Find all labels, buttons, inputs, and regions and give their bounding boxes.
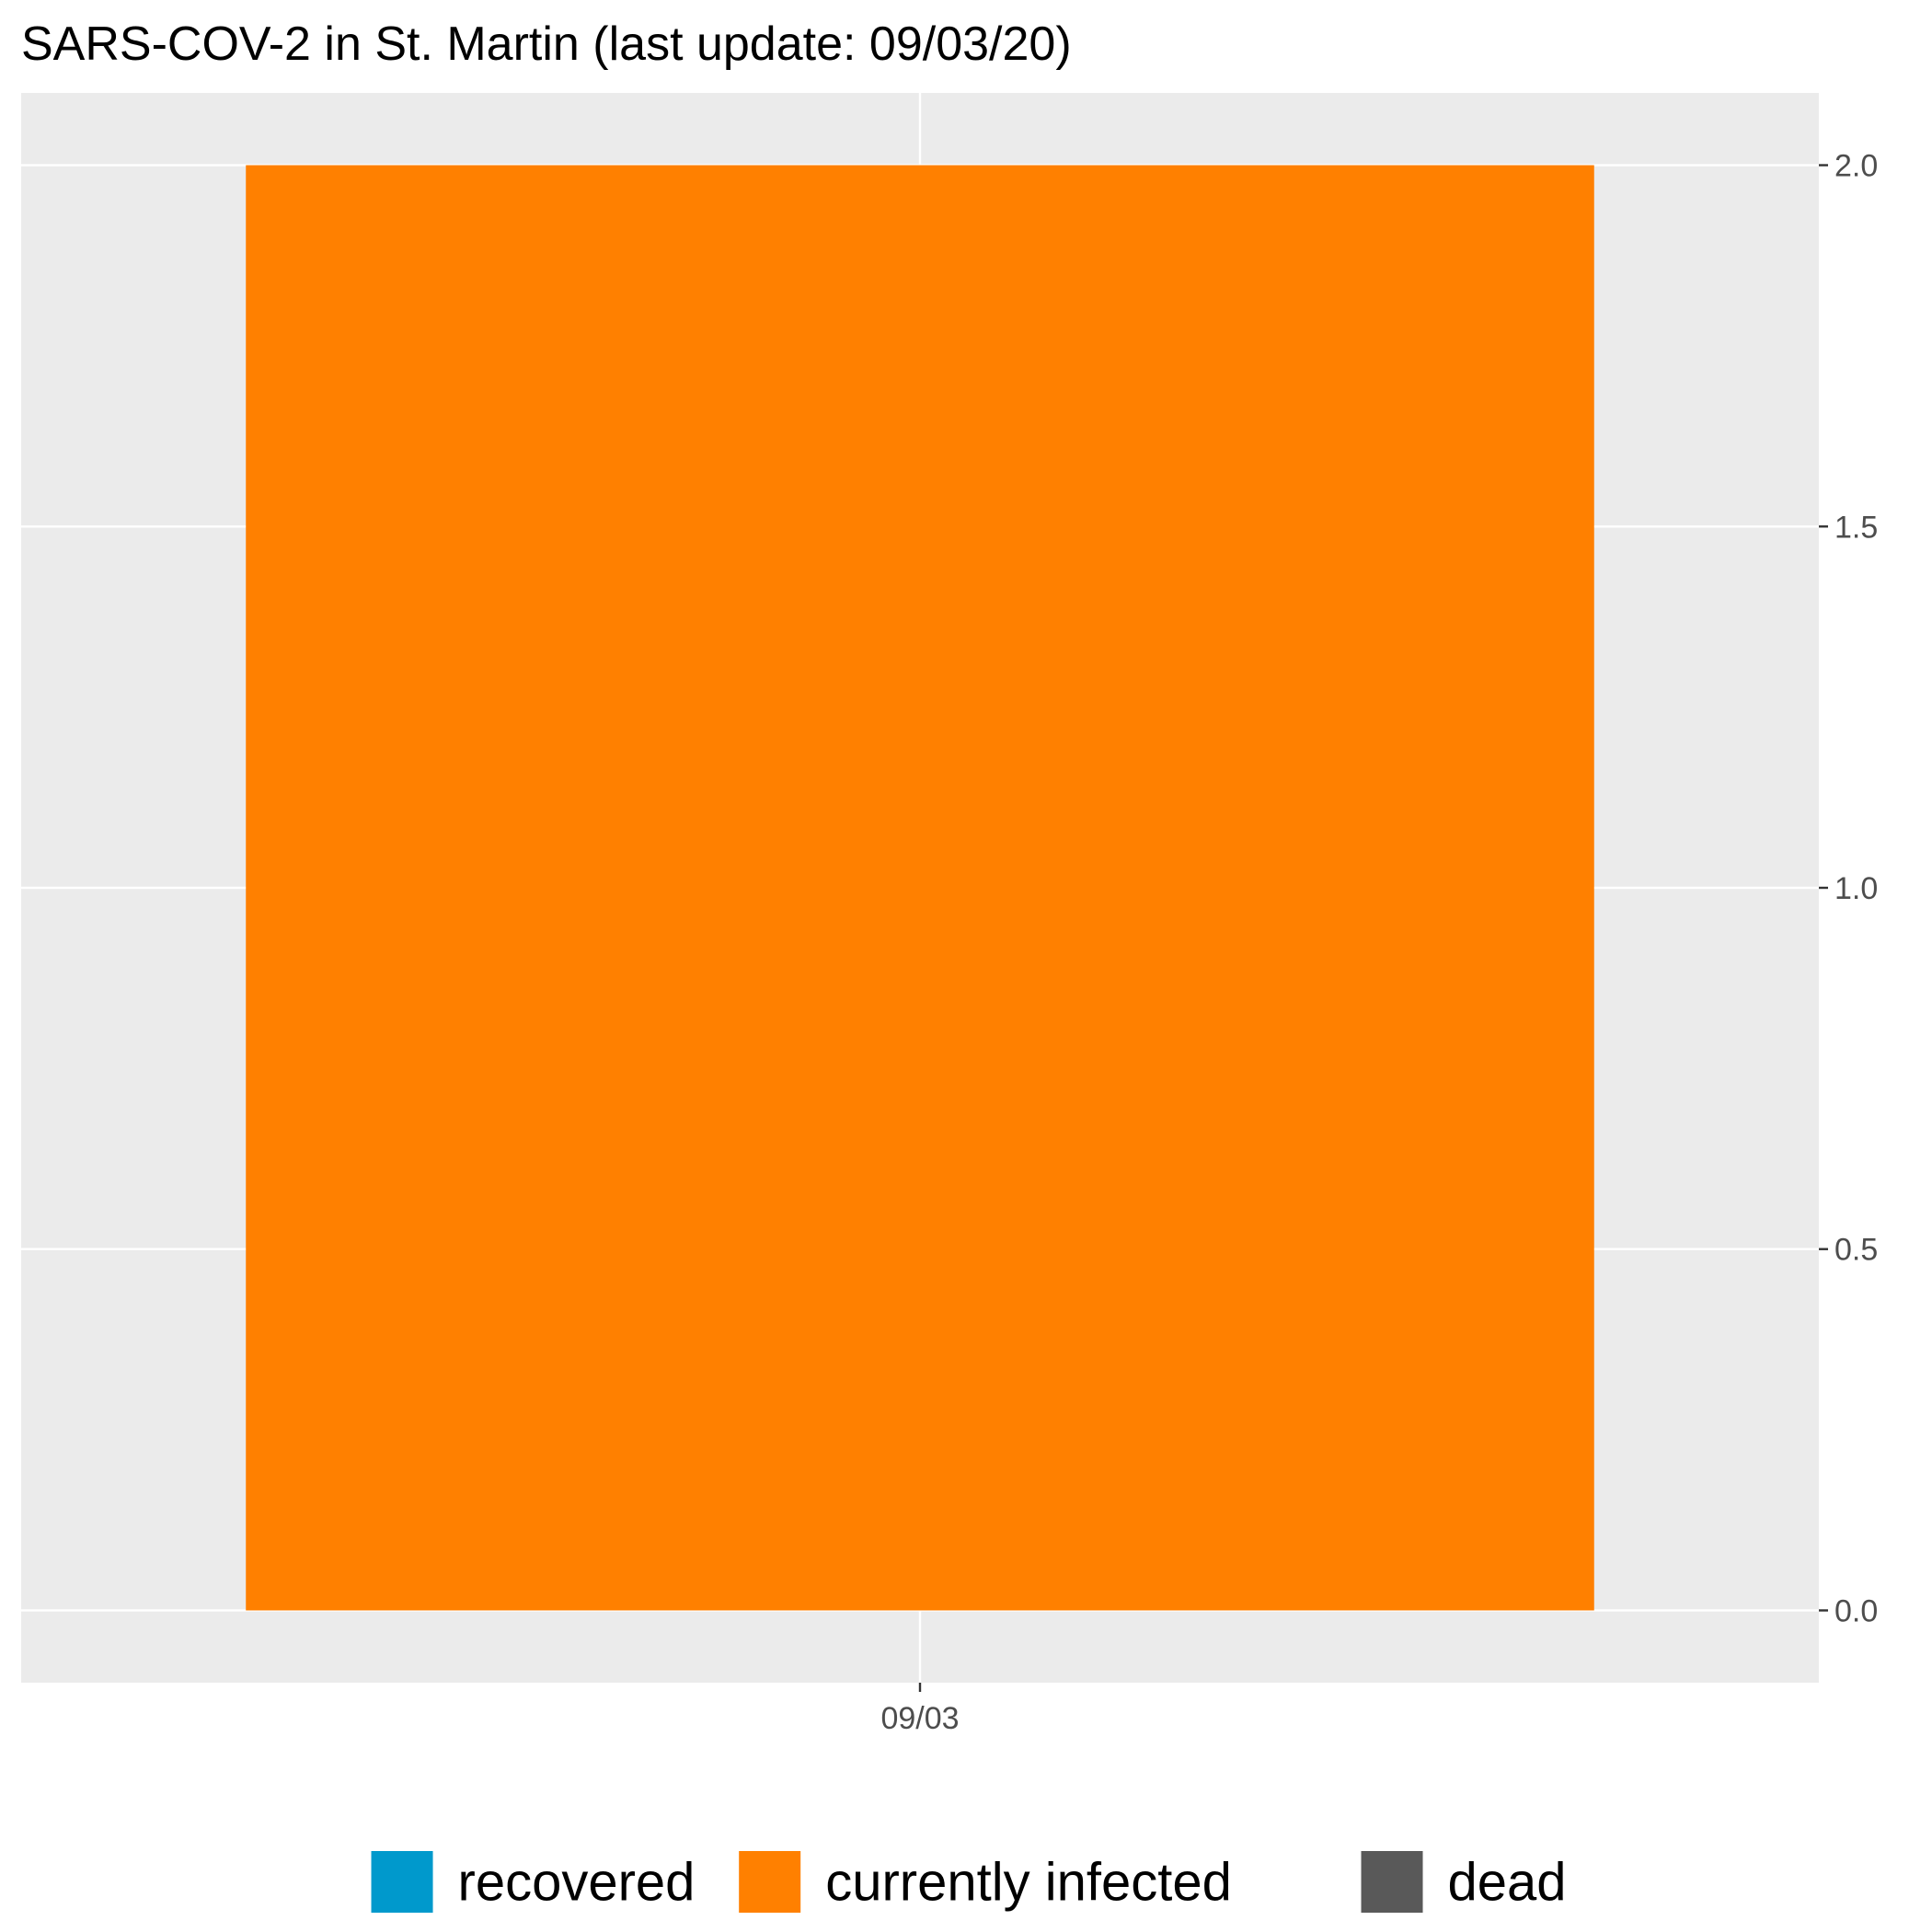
legend-label: dead [1448,1853,1567,1913]
legend-key-recovered [371,1851,433,1913]
x-tick-label: 09/03 [880,1701,959,1736]
chart-title: SARS-COV-2 in St. Martin (last update: 0… [21,17,1072,71]
bar-currently-infected [246,165,1594,1611]
legend-label: currently infected [825,1853,1232,1913]
x-axis: 09/03 [880,1683,960,1736]
legend: recovered currently infected dead [371,1851,1567,1913]
legend-label: recovered [458,1853,696,1913]
y-tick-label: 0.0 [1834,1593,1878,1628]
legend-key-dead [1361,1851,1423,1913]
y-tick-label: 0.5 [1834,1233,1878,1268]
bars [246,165,1594,1611]
y-tick-label: 2.0 [1834,149,1878,184]
y-axis: 0.0 0.5 1.0 1.5 2.0 [1819,149,1878,1628]
y-tick-label: 1.0 [1834,871,1878,906]
legend-key-currently-infected [739,1851,801,1913]
y-tick-label: 1.5 [1834,510,1878,545]
